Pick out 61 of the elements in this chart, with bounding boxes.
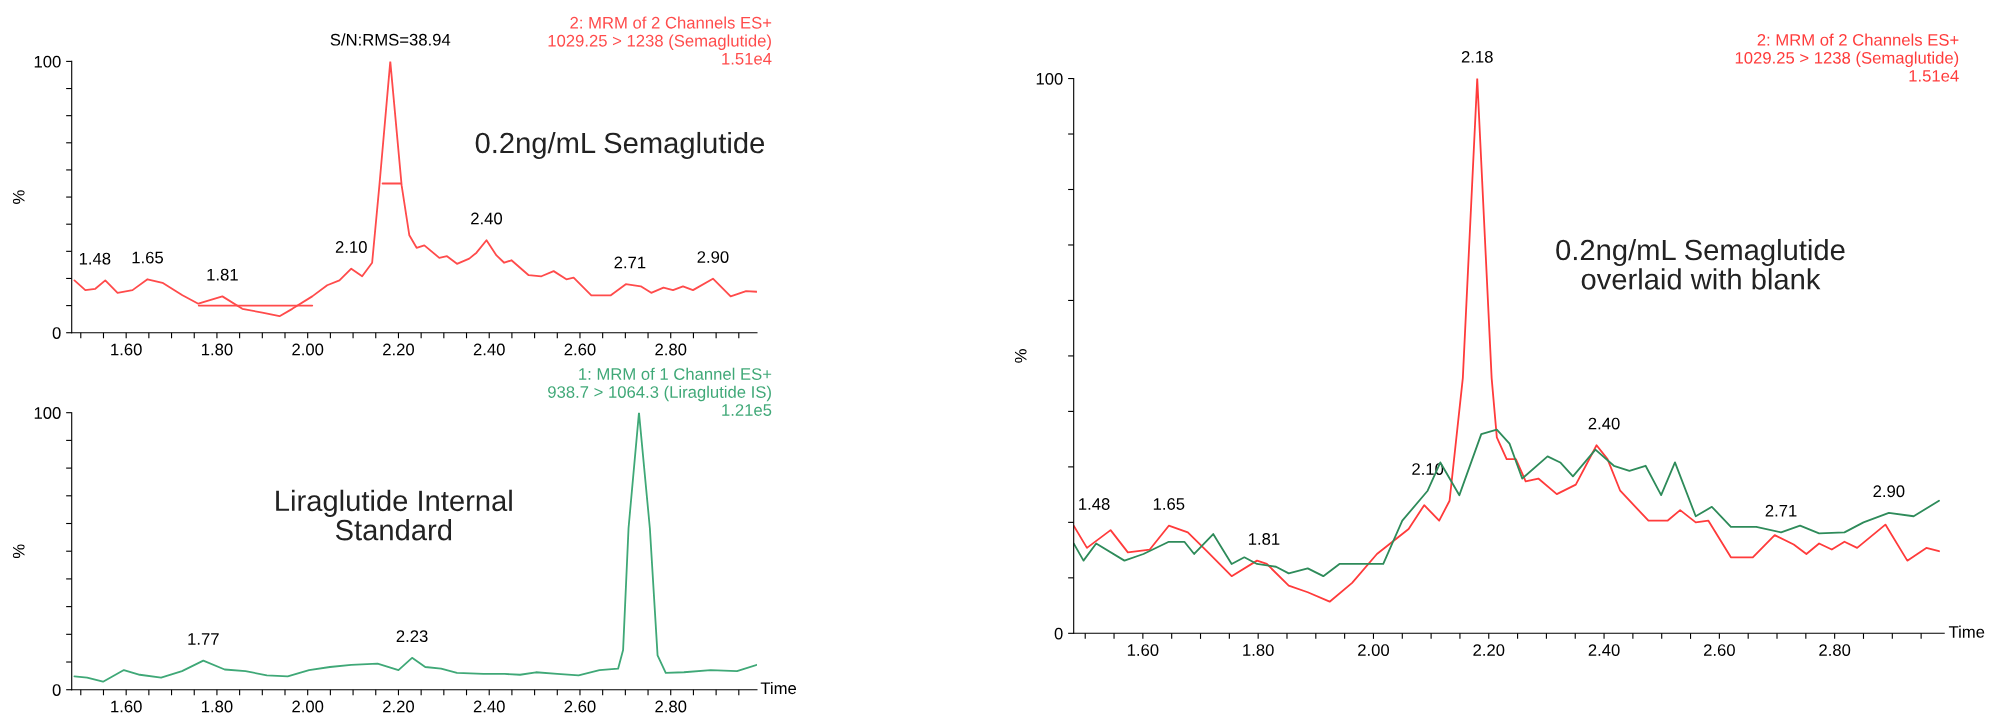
x-tick-label: 2.00 (292, 700, 324, 713)
text: 2: MRM of 2 Channels ES+ (570, 16, 772, 29)
annotation: 2.10 (335, 241, 367, 253)
x-tick-label: 2.20 (383, 343, 415, 356)
y-tick-label: 100 (1036, 72, 1063, 85)
annotation: 1.51e4 (1909, 70, 1959, 82)
annotation: 0.2ng/mL Semaglutide (475, 131, 764, 160)
annotation: 2.40 (1588, 417, 1620, 430)
y-tick-label: 0 (52, 684, 61, 696)
text: 1029.25 > 1238 (Semaglutide) (548, 34, 771, 50)
x-tick-label: 1.60 (1127, 644, 1159, 656)
annotation: 1.65 (132, 251, 164, 264)
text: 2: MRM of 2 Channels ES+ (1757, 33, 1959, 46)
x-tick-label: 2.20 (383, 700, 415, 713)
x-tick-label: 1.80 (201, 700, 233, 713)
x-tick-label: 2.80 (655, 343, 687, 356)
x-tick-label: 2.40 (473, 700, 505, 713)
annotation: 2.40 (471, 212, 503, 225)
annotation: 1.77 (188, 633, 219, 645)
x-tick-label: 2.60 (564, 700, 596, 713)
annotation: 1.48 (79, 252, 111, 265)
annotation: Liraglutide Internal Standard (276, 489, 512, 541)
x-tick-label: 1.80 (201, 343, 233, 356)
annotation: 2.90 (1873, 485, 1905, 498)
annotation: 1.51e4 (722, 53, 772, 65)
x-tick-label: 1.80 (1243, 644, 1274, 656)
annotation: 1.81 (207, 268, 238, 281)
annotation: 1.65 (1153, 498, 1185, 510)
annotation: 2.90 (697, 251, 729, 263)
annotation: 1.81 (1248, 533, 1280, 545)
text: 1029.25 > 1238 (Semaglutide) (1735, 51, 1959, 68)
x-tick-label: 2.20 (1473, 644, 1505, 656)
annotation: 1.48 (1079, 498, 1110, 510)
annotation: 2.23 (396, 630, 428, 643)
y-tick-label: 0 (52, 327, 61, 339)
x-tick-label: 2.80 (1819, 644, 1851, 656)
text: 1: MRM of 1 Channel ES+ (579, 367, 772, 380)
x-tick-label: 2.40 (1588, 644, 1620, 656)
y-axis-title: % (12, 544, 25, 559)
x-axis-title: Time (760, 681, 797, 695)
annotation: 1.21e5 (722, 404, 772, 416)
x-tick-label: 2.40 (473, 343, 505, 356)
x-tick-label: 1.60 (111, 343, 142, 356)
x-tick-label: 2.60 (564, 343, 596, 356)
annotation: 0.2ng/mL Semaglutide overlaid with blank (1556, 238, 1845, 290)
y-tick-label: 100 (34, 407, 61, 419)
annotation: 2.18 (1461, 50, 1493, 63)
x-tick-label: 1.60 (111, 700, 142, 713)
x-tick-label: 2.00 (1358, 644, 1390, 656)
annotation: 2.71 (614, 256, 646, 269)
x-tick-label: 2.60 (1703, 644, 1735, 656)
y-tick-label: 0 (1054, 627, 1063, 640)
annotation: 2.71 (1765, 504, 1797, 517)
y-axis-title: % (1014, 349, 1027, 363)
text: 938.7 > 1064.3 (Liraglutide IS) (548, 385, 771, 402)
x-axis-title: Time (1948, 625, 1985, 638)
y-tick-label: 100 (34, 55, 61, 68)
annotation: S/N:RMS=38.94 (330, 33, 451, 46)
x-tick-label: 2.00 (292, 343, 324, 356)
x-tick-label: 2.80 (655, 700, 687, 713)
y-axis-title: % (12, 190, 25, 204)
